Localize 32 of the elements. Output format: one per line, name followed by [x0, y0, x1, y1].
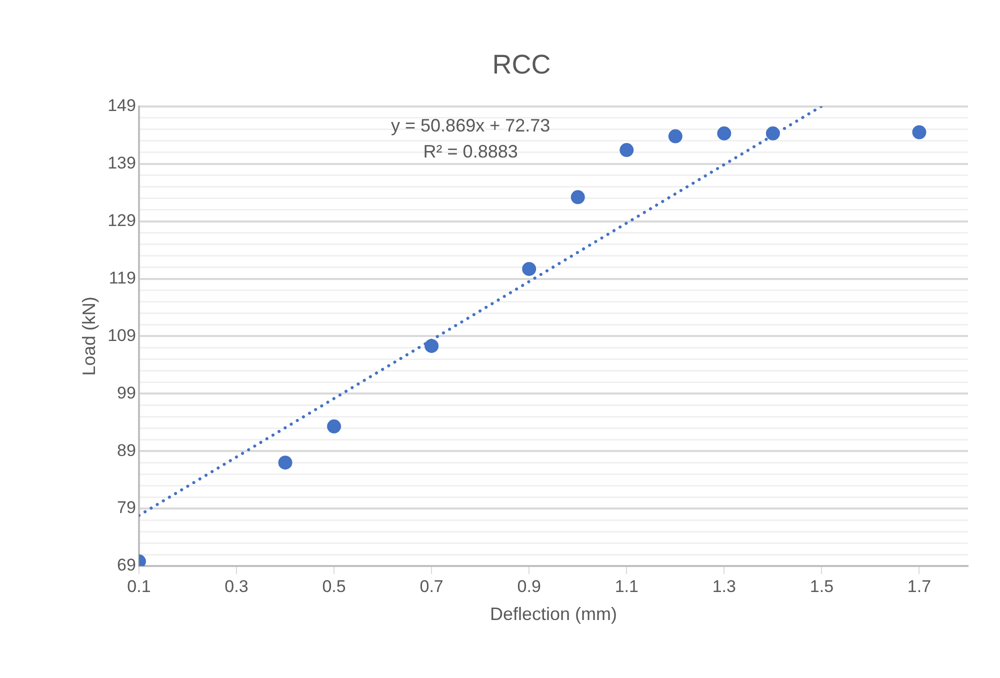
x-tick-label: 1.5	[810, 576, 834, 596]
x-tick-label: 1.1	[614, 576, 638, 596]
point	[424, 338, 439, 353]
y-tick-label: 109	[108, 326, 136, 345]
y-tick-label: 99	[117, 383, 136, 402]
point	[570, 190, 585, 204]
annotation: y = 50.869x + 72.73 R² = 0.8883	[391, 115, 550, 162]
y-tick-label: 149	[108, 96, 136, 116]
x-tick-label: 1.7	[907, 576, 932, 596]
point	[766, 126, 780, 140]
y-tick-label: 129	[108, 210, 136, 230]
point	[278, 456, 292, 470]
y-tick-label: 119	[108, 268, 136, 288]
point	[327, 419, 342, 434]
x-tick-label: 0.3	[224, 576, 248, 596]
x-tick-label: 0.9	[517, 576, 541, 596]
x-tick-label: 0.1	[127, 576, 151, 596]
y-axis-title: Load (kN)	[78, 296, 99, 376]
y-tick-label: 69	[117, 556, 136, 575]
point	[912, 125, 926, 140]
y-tick-label: 139	[108, 154, 136, 173]
point	[620, 143, 634, 158]
y-tick-label: 79	[117, 498, 136, 518]
chart-title: RCC	[492, 50, 551, 80]
x-tick-label: 0.7	[420, 576, 444, 596]
x-axis-title: Deflection (mm)	[490, 604, 617, 624]
x-tick-label: 1.3	[712, 576, 736, 596]
x-tick-label: 0.5	[322, 576, 346, 596]
point	[668, 129, 682, 144]
point	[522, 262, 536, 276]
point	[717, 126, 732, 140]
y-tick-label: 89	[117, 440, 136, 460]
